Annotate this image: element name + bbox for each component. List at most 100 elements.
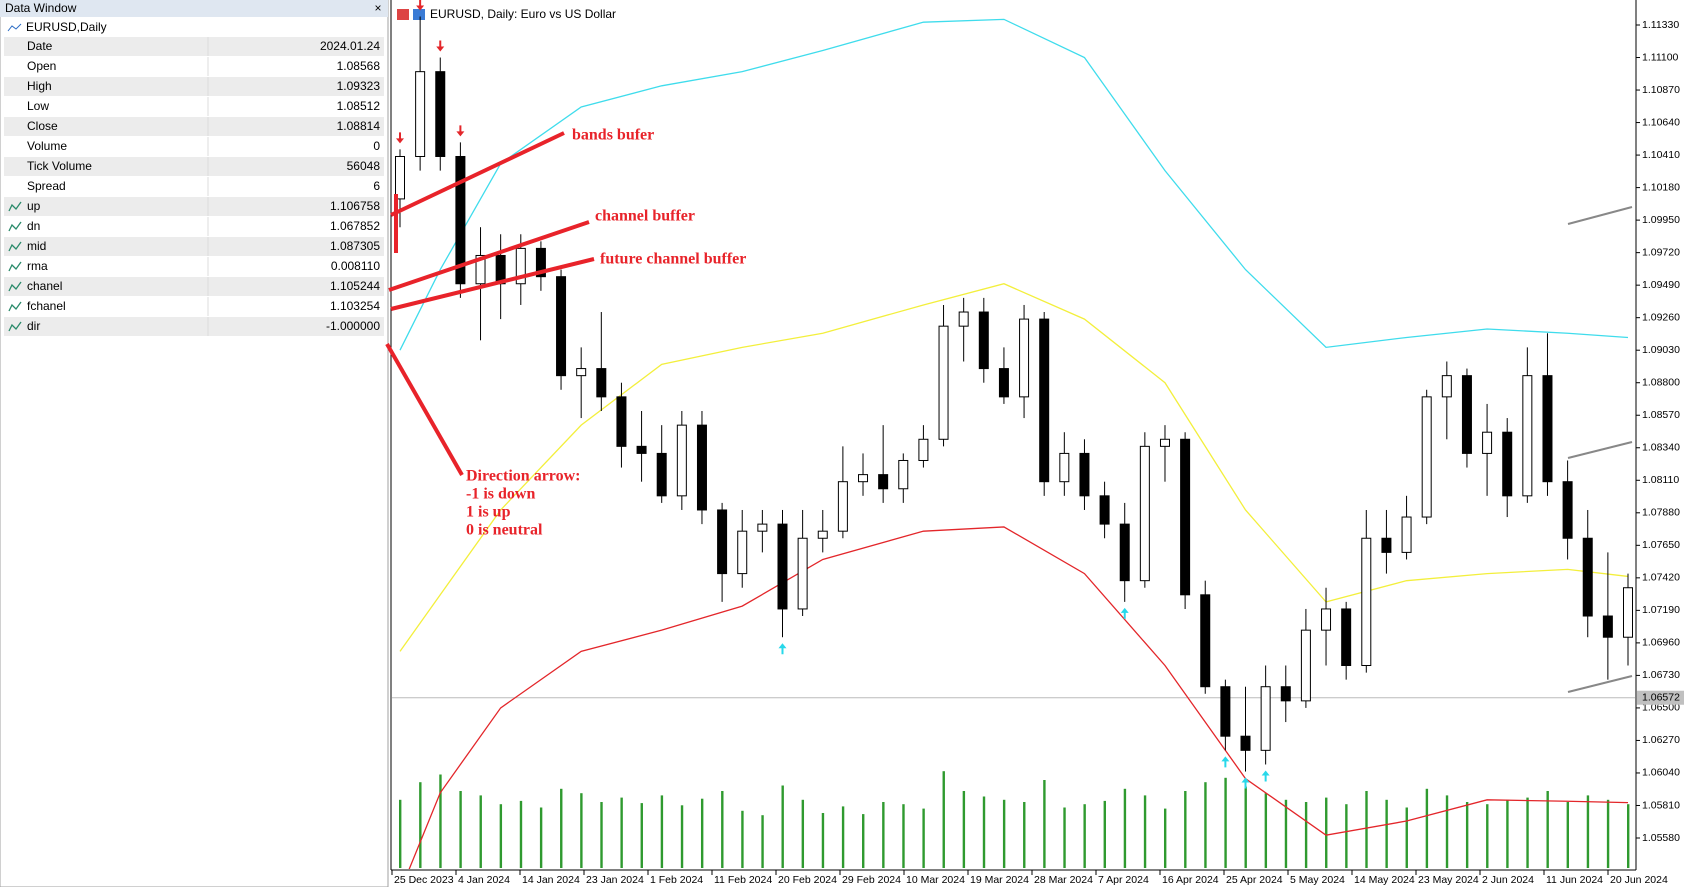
price-label: 1.11330 <box>1642 19 1679 31</box>
indicator-icon <box>8 301 22 312</box>
down-arrow <box>456 125 465 137</box>
candle-body <box>1361 537 1372 667</box>
candle-body <box>998 368 1009 398</box>
row-bg <box>4 177 384 196</box>
date-label: 23 May 2024 <box>1418 874 1479 886</box>
row-label: Spread <box>27 179 66 193</box>
volume-bar <box>459 791 462 868</box>
candle-body <box>858 474 869 483</box>
volume-bar <box>1083 804 1086 868</box>
up-arrow <box>778 643 787 655</box>
volume-bar <box>1002 799 1006 868</box>
volume-bar <box>1627 804 1630 868</box>
price-label: 1.09260 <box>1642 311 1680 323</box>
row-value: -1.000000 <box>326 319 380 333</box>
indicator-icon <box>8 261 22 272</box>
candle-body <box>817 530 828 539</box>
indicator-icon <box>8 321 22 332</box>
down-arrow <box>436 40 445 52</box>
candle-body <box>1482 431 1493 454</box>
current-price-label: 1.06572 <box>1642 692 1680 704</box>
volume-bar <box>600 802 603 868</box>
row-value: 1.09323 <box>337 79 381 93</box>
candle-body <box>1240 735 1251 751</box>
candle-body <box>1300 629 1311 702</box>
volume-bar <box>942 771 945 868</box>
candle-body <box>898 459 909 490</box>
price-label: 1.05810 <box>1642 799 1680 811</box>
row-value: 6 <box>373 179 380 193</box>
volume-bar <box>1304 802 1308 868</box>
price-label: 1.09950 <box>1642 214 1680 226</box>
volume-bar <box>1606 799 1610 868</box>
row-label: Date <box>27 39 53 53</box>
annotation: -1 is down <box>466 486 535 503</box>
price-label: 1.07880 <box>1642 507 1680 519</box>
price-label: 1.06730 <box>1642 669 1680 681</box>
volume-bar <box>1465 802 1469 868</box>
row-bg <box>4 317 384 336</box>
indicator-icon <box>8 221 22 232</box>
price-label: 1.10180 <box>1642 181 1680 193</box>
volume-bar <box>680 805 684 868</box>
price-label: 1.09490 <box>1642 279 1680 291</box>
candle-body <box>616 396 627 447</box>
price-label: 1.09030 <box>1642 344 1680 356</box>
date-label: 23 Jan 2024 <box>586 874 644 886</box>
volume-bar <box>1445 795 1449 868</box>
annotation-line <box>388 220 590 292</box>
candle-body <box>1280 686 1291 702</box>
row-value: 2024.01.24 <box>320 39 380 53</box>
row-value: 1.105244 <box>330 279 380 293</box>
volume-bar <box>1325 797 1328 868</box>
up-arrow <box>1120 607 1129 619</box>
row-bg <box>4 157 384 176</box>
candle-body <box>938 325 949 440</box>
plot-area <box>392 0 1635 869</box>
candle-body <box>1341 608 1352 667</box>
data-window-titlebar <box>0 0 388 17</box>
volume-bar <box>761 815 764 868</box>
candle-body <box>737 530 748 575</box>
volume-bar <box>1486 804 1489 868</box>
volume-bar <box>862 814 865 868</box>
candle-body <box>1381 537 1392 553</box>
volume-bar <box>1405 807 1408 868</box>
volume-bar <box>1204 782 1207 868</box>
candle-body <box>797 537 808 610</box>
price-label: 1.09720 <box>1642 246 1680 258</box>
candle-body <box>1039 318 1050 483</box>
channel-line <box>1567 441 1633 459</box>
volume-bar <box>841 806 845 868</box>
down-arrow <box>416 0 425 11</box>
candle-body <box>918 438 929 461</box>
volume-bar <box>1143 795 1147 868</box>
candle-body <box>978 311 989 370</box>
candle-body <box>676 424 687 497</box>
indicator-icon <box>8 241 22 252</box>
candle-body <box>435 71 446 157</box>
indicator-icon <box>8 201 22 212</box>
date-label: 10 Mar 2024 <box>906 874 965 886</box>
price-label: 1.08570 <box>1642 409 1680 421</box>
annotation: channel buffer <box>595 208 695 225</box>
channel-line <box>1567 675 1633 693</box>
volume-bar <box>580 793 583 868</box>
volume-bar <box>1365 791 1368 868</box>
candle-body <box>1542 375 1553 483</box>
volume-bar <box>1546 791 1549 868</box>
volume-bar <box>1284 799 1288 868</box>
row-label: Open <box>27 59 56 73</box>
date-label: 11 Jun 2024 <box>1546 874 1603 886</box>
volume-bar <box>922 808 925 868</box>
date-label: 4 Jan 2024 <box>458 874 510 886</box>
candle-body <box>1220 686 1231 737</box>
candle-body <box>1623 587 1633 638</box>
candle-body <box>1502 431 1513 497</box>
candle-body <box>777 523 788 610</box>
row-label: chanel <box>27 279 62 293</box>
annotation: 1 is up <box>466 504 511 521</box>
close-button[interactable]: × <box>374 1 381 15</box>
volume-bar <box>962 791 966 868</box>
